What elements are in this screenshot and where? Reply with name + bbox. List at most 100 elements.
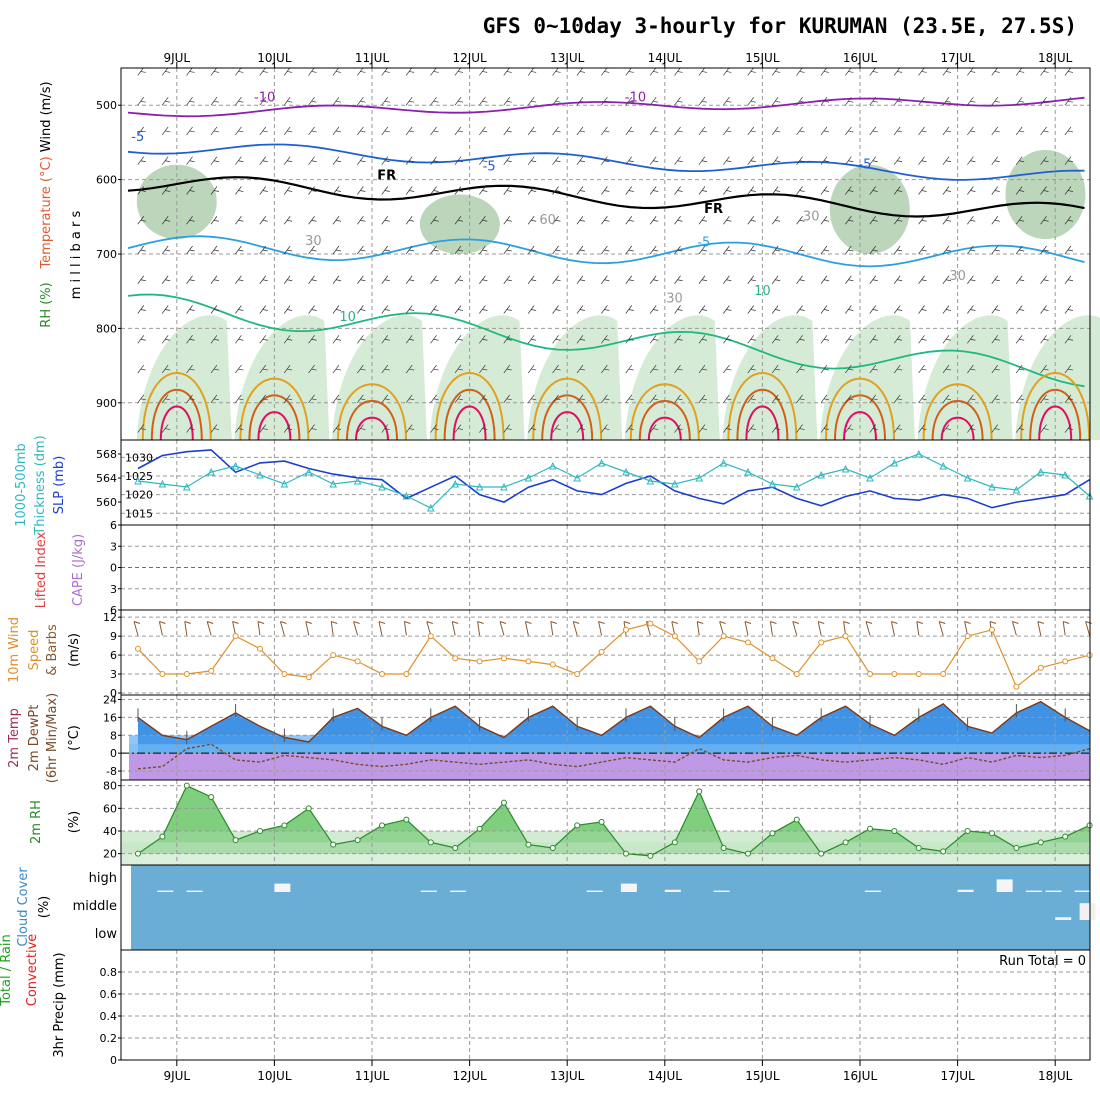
x-tick-label: 17JUL bbox=[940, 51, 975, 65]
thickness-marker bbox=[914, 449, 923, 458]
wind-barb bbox=[552, 126, 561, 136]
wind-barb bbox=[381, 305, 390, 314]
rh-marker bbox=[501, 799, 507, 806]
rh-marker bbox=[135, 850, 141, 857]
wind-barb bbox=[158, 621, 166, 636]
wind-barb bbox=[357, 275, 366, 284]
wind-barb bbox=[430, 424, 439, 433]
wind-barb bbox=[698, 126, 708, 136]
wind-barb bbox=[893, 186, 903, 195]
rh-shade bbox=[1005, 149, 1086, 240]
wind-barb bbox=[186, 126, 195, 136]
wind-barb bbox=[210, 394, 220, 404]
wind-barb bbox=[1064, 364, 1074, 374]
wind-barb bbox=[796, 96, 805, 106]
wind-barb bbox=[279, 621, 287, 636]
wind-barb bbox=[820, 335, 830, 344]
wind-barb bbox=[430, 67, 439, 76]
wind-barb bbox=[479, 394, 488, 404]
y-tick-label: 0 bbox=[110, 1054, 117, 1067]
wind-barb bbox=[576, 245, 586, 255]
wind-barb bbox=[796, 424, 805, 433]
y-label-part: (%) bbox=[67, 811, 82, 834]
wind-barb bbox=[259, 216, 268, 225]
panel-y-label: Thickness (dm) bbox=[33, 435, 48, 535]
wind-barb bbox=[625, 186, 634, 195]
rh-shade bbox=[419, 194, 500, 255]
isotherm-lobe bbox=[834, 394, 886, 441]
rh-marker bbox=[183, 782, 190, 789]
wind-barb bbox=[918, 245, 927, 255]
thickness-marker bbox=[182, 482, 191, 491]
wind-barb bbox=[527, 364, 537, 374]
wind-barb bbox=[454, 216, 464, 225]
thickness-marker bbox=[744, 467, 752, 476]
wind-barb bbox=[479, 305, 488, 314]
wind-barb bbox=[625, 67, 634, 76]
wind-barb bbox=[869, 126, 878, 136]
isotherm-lobe bbox=[1020, 372, 1091, 441]
wind-speed-marker bbox=[208, 667, 215, 674]
wind-barb bbox=[137, 364, 146, 374]
x-tick-label: 13JUL bbox=[550, 51, 585, 65]
wind-barb bbox=[625, 245, 634, 255]
wind-barb bbox=[649, 335, 659, 344]
cloud-bar-high bbox=[957, 889, 974, 892]
wind-barb bbox=[869, 305, 878, 314]
wind-barb bbox=[674, 424, 683, 433]
wind-barb bbox=[820, 245, 830, 255]
wind-barb bbox=[796, 216, 805, 225]
wind-barb bbox=[1040, 126, 1049, 136]
wind-barb bbox=[771, 96, 781, 106]
rh-marker bbox=[549, 845, 556, 851]
wind-barb bbox=[1015, 305, 1025, 314]
rh-marker bbox=[867, 825, 873, 832]
y-label-part: Wind (m/s) bbox=[39, 81, 54, 156]
wind-barb bbox=[674, 156, 683, 165]
wind-barb bbox=[942, 335, 952, 344]
wind-barb bbox=[357, 364, 366, 374]
wind-barb bbox=[430, 186, 439, 195]
wind-barb bbox=[235, 216, 244, 225]
wind-barb bbox=[430, 394, 439, 404]
y-tick-label: 12 bbox=[103, 611, 117, 624]
contour-label: -10 bbox=[625, 90, 646, 105]
x-tick-label: 15JUL bbox=[745, 1069, 780, 1083]
wind-barb bbox=[918, 424, 927, 433]
panel-y-label: Convective bbox=[25, 934, 40, 1007]
wind-barb bbox=[674, 335, 683, 344]
wind-10m-panel: 0 3 6 9 12 bbox=[103, 609, 1093, 700]
wind-barb bbox=[186, 67, 195, 76]
thickness-marker bbox=[817, 470, 826, 479]
wind-barb bbox=[454, 245, 464, 255]
wind-speed-marker bbox=[452, 655, 459, 662]
wind-barb bbox=[381, 186, 390, 195]
rh-marker bbox=[891, 828, 898, 834]
wind-barb bbox=[405, 156, 415, 165]
wind-barb bbox=[210, 305, 220, 314]
wind-barb bbox=[817, 621, 825, 636]
wind-speed-marker bbox=[964, 633, 971, 640]
thickness-marker bbox=[939, 461, 948, 470]
wind-barb bbox=[479, 245, 488, 255]
wind-barb bbox=[698, 275, 708, 284]
wind-barb bbox=[723, 96, 732, 106]
wind-speed-marker bbox=[574, 671, 581, 678]
thickness-marker bbox=[378, 482, 386, 491]
wind-barb bbox=[845, 126, 854, 136]
wind-speed-marker bbox=[330, 652, 337, 659]
wind-barb bbox=[527, 126, 537, 136]
isotherm-lobe bbox=[159, 405, 194, 441]
wind-barb bbox=[186, 186, 195, 195]
isotherm-lobe bbox=[736, 388, 789, 441]
wind-barb bbox=[552, 335, 561, 344]
wind-barb bbox=[744, 621, 752, 636]
wind-barb bbox=[357, 156, 366, 165]
y-tick-label: 6 bbox=[110, 519, 117, 532]
wind-barb bbox=[161, 245, 171, 255]
wind-barb bbox=[430, 216, 439, 225]
temperature-band bbox=[129, 744, 1090, 754]
wind-barb bbox=[381, 394, 390, 404]
wind-barb bbox=[259, 67, 268, 76]
rh-marker bbox=[598, 818, 605, 825]
